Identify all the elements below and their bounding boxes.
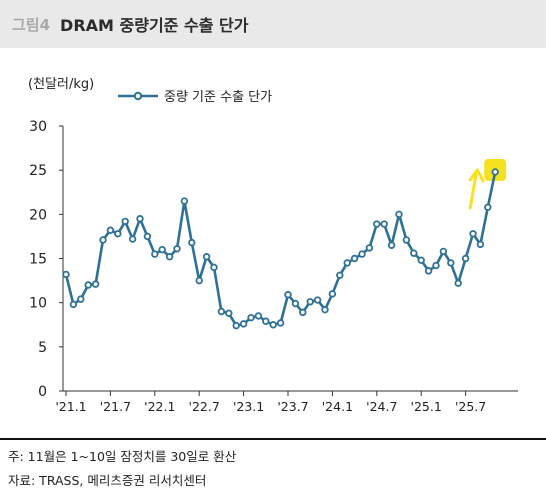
title-bar: 그림4 DRAM 중량기준 수출 단가 — [0, 0, 546, 48]
data-point — [395, 210, 403, 219]
data-point — [269, 321, 277, 329]
note-line: 주: 11월은 1~10일 잠정치를 30일로 환산 — [8, 449, 237, 464]
data-point — [276, 319, 285, 327]
data-point — [410, 249, 418, 257]
x-tick-label: '25.1 — [411, 399, 442, 414]
y-axis: 30 25 20 15 10 5 0 — [29, 119, 64, 400]
data-point — [313, 296, 322, 304]
x-tick-label: '21.7 — [100, 399, 131, 414]
data-point — [417, 256, 425, 264]
highlight-arrow — [468, 172, 478, 210]
data-point — [173, 245, 181, 253]
series-line — [64, 171, 497, 327]
y-tick-label: 25 — [29, 163, 47, 179]
data-point — [188, 238, 196, 247]
data-point — [350, 254, 359, 263]
data-point — [165, 253, 174, 261]
data-point — [402, 236, 411, 244]
data-point — [232, 321, 240, 330]
legend-label: 중량 기준 수출 단가 — [164, 90, 272, 105]
data-point — [195, 276, 203, 285]
x-tick-label: '25.7 — [455, 399, 486, 414]
data-point — [239, 320, 248, 328]
data-point — [299, 308, 307, 317]
data-point — [121, 217, 129, 226]
unit-label: (천달러/kg) — [28, 77, 94, 92]
notes-divider — [0, 438, 546, 440]
data-point — [217, 307, 226, 316]
x-tick-label: '23.1 — [233, 399, 264, 414]
data-point — [284, 291, 292, 299]
data-point — [180, 197, 189, 205]
y-tick-label: 0 — [38, 384, 47, 400]
data-point — [469, 230, 477, 238]
data-point — [291, 299, 300, 308]
data-point — [373, 220, 381, 228]
data-point — [151, 250, 159, 258]
x-tick-label: '22.1 — [144, 399, 175, 414]
data-point — [380, 220, 388, 228]
y-tick-label: 15 — [29, 252, 47, 268]
legend: 중량 기준 수출 단가 — [118, 90, 272, 105]
y-tick-label: 5 — [38, 340, 47, 356]
y-tick-label: 10 — [29, 296, 47, 312]
data-point — [77, 295, 85, 303]
y-tick-label: 30 — [29, 119, 47, 135]
x-tick-label: '22.7 — [189, 399, 220, 414]
data-point — [247, 313, 255, 322]
plot-area — [62, 158, 507, 330]
legend-marker — [133, 91, 143, 101]
data-point — [84, 281, 92, 289]
data-point — [143, 232, 152, 241]
data-point — [484, 203, 492, 211]
data-point — [91, 280, 100, 288]
data-point — [262, 317, 270, 325]
figure-number: 그림4 — [12, 15, 51, 34]
x-tick-label: '24.7 — [366, 399, 397, 414]
data-point — [387, 241, 396, 249]
data-point — [225, 309, 233, 317]
data-point — [62, 270, 70, 279]
data-point — [343, 259, 351, 267]
data-point — [210, 263, 218, 272]
data-point — [358, 250, 366, 258]
x-tick-label: '23.7 — [277, 399, 308, 414]
data-point — [114, 230, 122, 238]
data-point — [454, 279, 462, 287]
data-point — [99, 236, 107, 244]
data-point — [158, 245, 166, 254]
data-point — [439, 247, 448, 256]
data-point — [136, 215, 144, 223]
x-tick-label: '24.1 — [322, 399, 353, 414]
data-point — [491, 168, 499, 176]
data-point — [461, 254, 470, 263]
data-point — [476, 240, 485, 249]
data-point — [128, 235, 137, 243]
data-point — [447, 259, 455, 267]
data-point — [69, 300, 78, 309]
source-line: 자료: TRASS, 메리츠증권 리서치센터 — [8, 473, 207, 488]
data-point — [106, 226, 115, 234]
data-point — [432, 261, 440, 270]
x-tick-label: '21.1 — [55, 399, 86, 414]
data-point — [424, 267, 433, 275]
y-tick-label: 20 — [29, 207, 47, 223]
data-point — [254, 312, 263, 320]
x-axis: '21.1 '21.7 '22.1 '22.7 '23.1 '23.7 '24.1 '24.7… — [55, 390, 518, 414]
chart-title: DRAM 중량기준 수출 단가 — [60, 16, 249, 35]
data-point — [328, 290, 337, 298]
data-point — [336, 271, 344, 279]
data-point — [365, 244, 374, 252]
data-point — [202, 253, 211, 261]
highlight-arrowhead — [468, 168, 485, 183]
data-point — [321, 306, 329, 314]
data-point — [306, 298, 314, 306]
